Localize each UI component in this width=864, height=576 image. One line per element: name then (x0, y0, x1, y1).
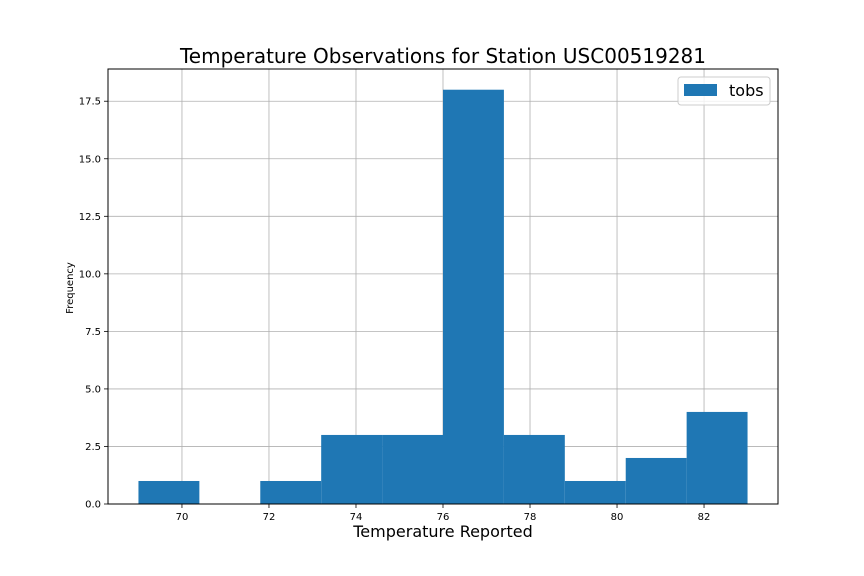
x-tick-label: 80 (611, 512, 624, 523)
x-tick-label: 72 (263, 512, 276, 523)
x-tick-label: 82 (698, 512, 711, 523)
histogram-bar (443, 89, 504, 504)
x-tick-label: 76 (437, 512, 450, 523)
y-axis-ticks: 0.0 2.5 5.0 7.5 10.0 12.5 15.0 17.5 (79, 97, 108, 511)
y-tick-label: 10.0 (79, 269, 101, 280)
x-axis-label: Temperature Reported (352, 522, 532, 541)
y-tick-label: 15.0 (79, 154, 101, 165)
y-tick-label: 5.0 (85, 384, 101, 395)
histogram-bars (138, 89, 748, 504)
y-tick-label: 2.5 (85, 442, 101, 453)
histogram-bar (625, 457, 687, 504)
y-tick-label: 7.5 (85, 327, 101, 338)
chart-title: Temperature Observations for Station USC… (179, 44, 706, 68)
histogram-bar (260, 480, 322, 504)
x-axis-ticks: 70 72 74 76 78 80 82 (176, 504, 711, 523)
legend-label-tobs: tobs (729, 81, 764, 100)
histogram-bar (503, 434, 565, 504)
x-tick-label: 70 (176, 512, 189, 523)
legend-swatch (684, 84, 717, 96)
histogram-bar (321, 434, 383, 504)
histogram-bar (686, 411, 748, 504)
histogram-bar (382, 434, 443, 504)
x-tick-label: 74 (350, 512, 363, 523)
legend: tobs (677, 76, 771, 106)
histogram-bar (138, 480, 200, 504)
y-tick-label: 17.5 (79, 97, 101, 108)
histogram-bar (564, 480, 626, 504)
x-tick-label: 78 (524, 512, 537, 523)
y-tick-label: 12.5 (79, 212, 101, 223)
y-axis-label: Frequency (65, 262, 76, 314)
y-tick-label: 0.0 (85, 500, 101, 511)
